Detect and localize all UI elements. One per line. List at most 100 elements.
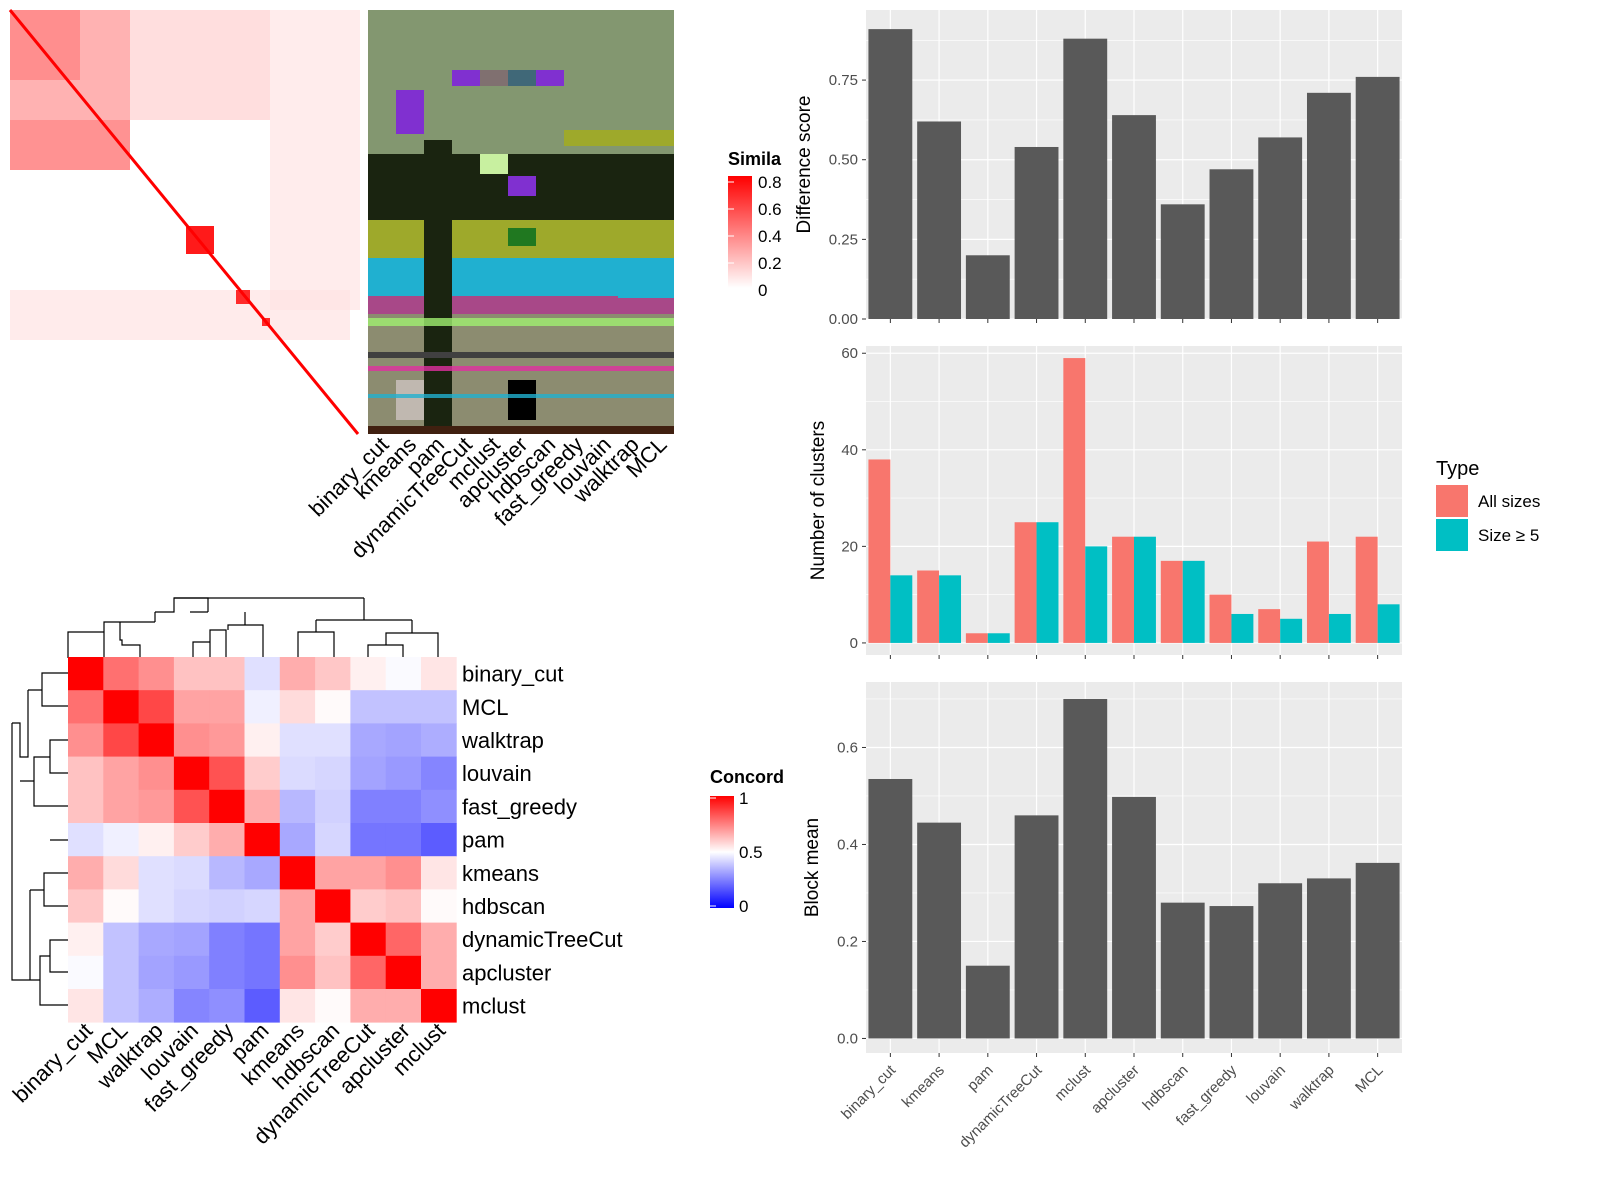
bar bbox=[917, 822, 962, 1039]
bar bbox=[1112, 536, 1134, 643]
x-tick-label: walktrap bbox=[1286, 1062, 1338, 1114]
heatmap-cell bbox=[315, 823, 351, 857]
block-mean-chart: 0.0 0.2 0.4 0.6 Block mean bbox=[802, 682, 1402, 1057]
heatmap-cell bbox=[350, 690, 387, 724]
bar bbox=[1355, 862, 1400, 1039]
heatmap-cell bbox=[68, 889, 104, 923]
heatmap-cell bbox=[103, 690, 139, 724]
heatmap-cell bbox=[244, 823, 281, 857]
bar bbox=[890, 575, 913, 643]
heatmap-cell bbox=[350, 922, 387, 957]
bar bbox=[1306, 878, 1351, 1039]
heatmap-cell bbox=[385, 723, 422, 757]
legend-label-size-ge5: Size ≥ 5 bbox=[1478, 526, 1539, 545]
heatmap-cell bbox=[350, 823, 387, 857]
bar bbox=[1258, 883, 1303, 1039]
heatmap-cell bbox=[421, 789, 457, 824]
heatmap-cell bbox=[244, 922, 281, 957]
heatmap-cell bbox=[350, 889, 387, 923]
heatmap-cell bbox=[244, 756, 281, 791]
row-label: louvain bbox=[462, 761, 532, 786]
type-legend: Type All sizes Size ≥ 5 bbox=[1436, 458, 1540, 551]
similarity-block-top-wide bbox=[10, 10, 270, 120]
heatmap-cell bbox=[385, 889, 422, 923]
x-tick-label: pam bbox=[964, 1062, 997, 1095]
difference-score-chart: 0.00 0.25 0.50 0.75 Difference score bbox=[794, 10, 1402, 328]
heatmap-cell bbox=[244, 690, 281, 724]
x-tick-label: MCL bbox=[1352, 1062, 1386, 1096]
concordance-legend: Concord 1 0.5 0 bbox=[710, 767, 784, 916]
similarity-legend: Simila 0.8 0.6 0.4 0.2 0 bbox=[728, 149, 782, 300]
bar bbox=[965, 255, 1010, 319]
heatmap-cell bbox=[421, 823, 457, 857]
x-tick-label: dynamicTreeCut bbox=[956, 1061, 1046, 1151]
heatmap-cell bbox=[385, 856, 422, 890]
legend-tick-label: 0.8 bbox=[758, 173, 782, 192]
bar bbox=[1306, 541, 1329, 643]
similarity-band-vertical bbox=[270, 10, 360, 310]
heatmap-cell bbox=[209, 657, 245, 691]
heatmap-cell bbox=[421, 955, 457, 990]
heatmap-cell bbox=[244, 889, 281, 923]
heatmap-cell bbox=[103, 756, 139, 791]
heatmap-cell bbox=[279, 922, 316, 957]
heatmap-cell bbox=[138, 690, 175, 724]
heatmap-cell bbox=[315, 690, 351, 724]
heatmap-cell bbox=[68, 856, 104, 890]
heatmap-cell bbox=[103, 723, 139, 757]
heatmap-cell bbox=[279, 889, 316, 923]
bar bbox=[1355, 76, 1400, 319]
heatmap-cell bbox=[421, 889, 457, 923]
heatmap-cell bbox=[173, 789, 210, 824]
heatmap-cell bbox=[209, 723, 245, 757]
heatmap-cell bbox=[315, 657, 351, 691]
heatmap-cell bbox=[385, 657, 422, 691]
heatmap-cell bbox=[279, 756, 316, 791]
bar bbox=[1063, 358, 1086, 643]
bar bbox=[1231, 613, 1254, 643]
legend-key-size-ge5 bbox=[1436, 519, 1468, 551]
membership-matrix bbox=[368, 10, 674, 434]
heatmap-cell bbox=[315, 756, 351, 791]
legend-tick-label: 1 bbox=[739, 789, 748, 808]
heatmap-cell bbox=[350, 723, 387, 757]
row-label: pam bbox=[462, 828, 505, 853]
heatmap-cell bbox=[103, 823, 139, 857]
bar bbox=[1258, 137, 1303, 319]
heatmap-cell bbox=[421, 657, 457, 691]
similarity-heatmap bbox=[8, 9, 360, 435]
y-tick-label: 0.4 bbox=[837, 836, 858, 853]
legend-tick-label: 0.4 bbox=[758, 227, 782, 246]
heatmap-cell bbox=[103, 657, 139, 691]
heatmap-cell bbox=[68, 955, 104, 990]
similarity-diagonal bbox=[8, 9, 360, 435]
heatmap-cell bbox=[315, 789, 351, 824]
heatmap-cell bbox=[350, 657, 387, 691]
heatmap-cell bbox=[350, 989, 387, 1023]
row-label: binary_cut bbox=[462, 662, 564, 687]
bar bbox=[1085, 546, 1108, 643]
heatmap-cell bbox=[279, 657, 316, 691]
heatmap-cell bbox=[315, 889, 351, 923]
heatmap-cell bbox=[209, 955, 245, 990]
heatmap-cell bbox=[173, 922, 210, 957]
heatmap-cell bbox=[68, 989, 104, 1023]
heatmap-cell bbox=[68, 922, 104, 957]
heatmap-cell bbox=[173, 690, 210, 724]
y-tick-label: 20 bbox=[841, 538, 858, 555]
legend-key-all-sizes bbox=[1436, 485, 1468, 517]
heatmap-cell bbox=[421, 922, 457, 957]
heatmap-cell bbox=[385, 989, 422, 1023]
heatmap-cell bbox=[244, 789, 281, 824]
heatmap-cell bbox=[385, 789, 422, 824]
heatmap-cell bbox=[68, 756, 104, 791]
heatmap-cell bbox=[279, 823, 316, 857]
row-label: walktrap bbox=[461, 728, 544, 753]
y-tick-label: 0.2 bbox=[837, 933, 858, 950]
heatmap-cell bbox=[350, 756, 387, 791]
heatmap-cell bbox=[209, 856, 245, 890]
concordance-heatmap: binary_cut MCL walktrap louvain fast_greedyp… bbox=[8, 597, 623, 1149]
bar bbox=[917, 570, 940, 643]
